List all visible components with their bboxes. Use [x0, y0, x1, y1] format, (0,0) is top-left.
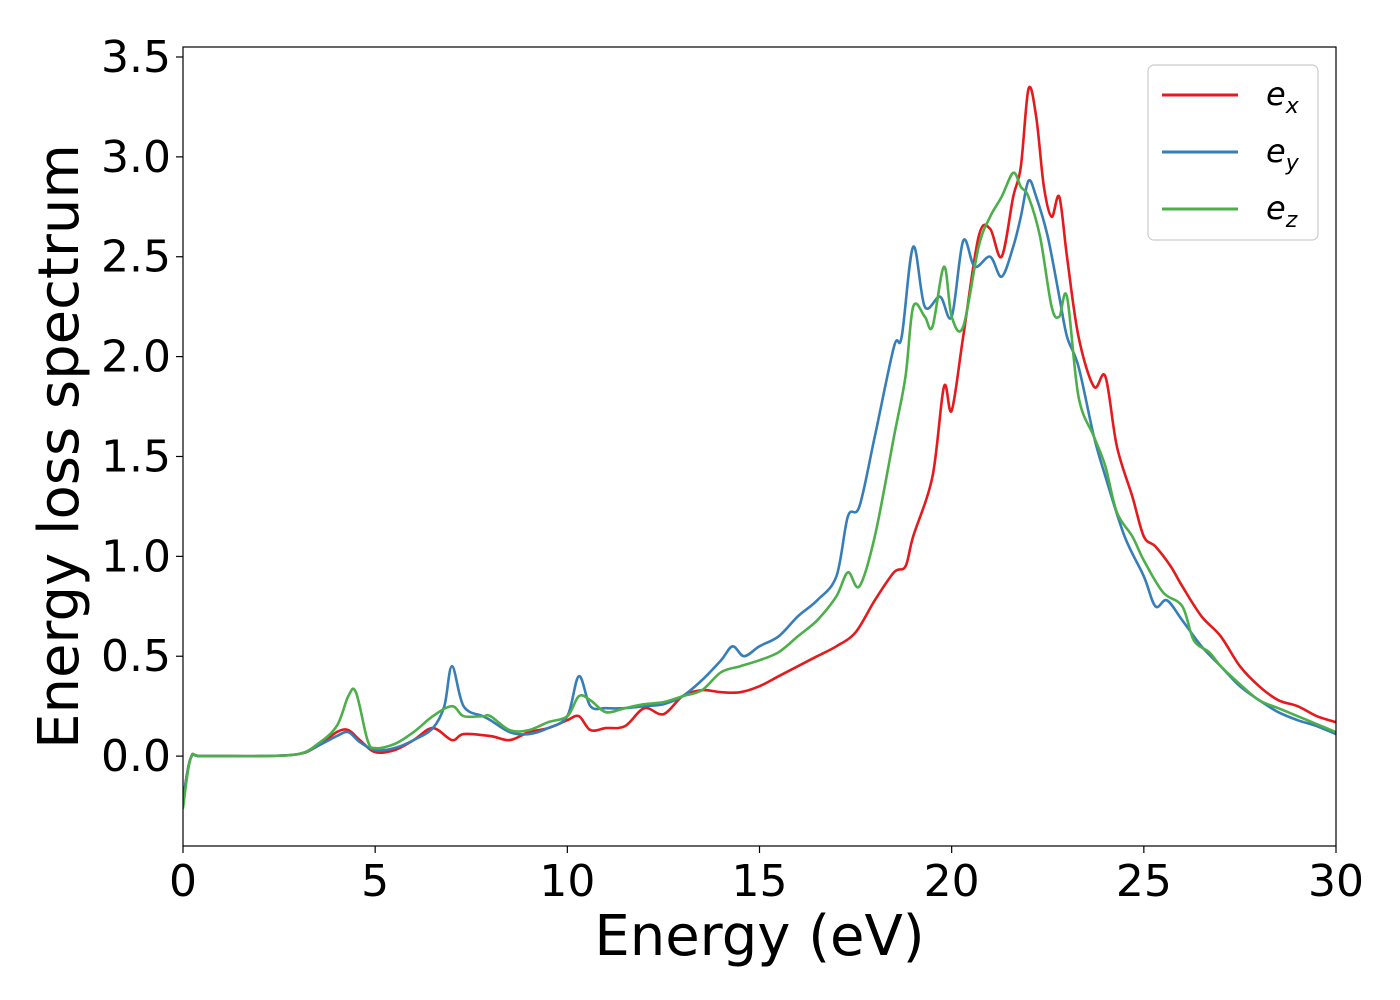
y-tick-label: 0.0: [101, 731, 171, 782]
legend-label: ex: [1266, 75, 1300, 119]
x-tick-label: 0: [169, 856, 197, 907]
legend-label: ez: [1266, 189, 1298, 233]
series-layer: [183, 85, 1336, 810]
x-tick-label: 30: [1308, 856, 1364, 907]
y-tick-label: 0.5: [101, 631, 171, 682]
series-line-e-z: [183, 171, 1336, 810]
x-tick-label: 20: [924, 856, 980, 907]
x-tick-label: 25: [1116, 856, 1172, 907]
y-axis: 0.0 0.5 1.0 1.5 2.0 2.5 3.0 3.5: [101, 32, 183, 782]
y-tick-label: 1.5: [101, 431, 171, 482]
series-line-e-y: [183, 178, 1336, 802]
y-tick-label: 3.0: [101, 132, 171, 183]
y-tick-label: 2.5: [101, 232, 171, 283]
y-axis-title: Energy loss spectrum: [27, 144, 92, 749]
x-tick-label: 5: [361, 856, 389, 907]
x-tick-label: 10: [539, 856, 595, 907]
y-tick-label: 1.0: [101, 531, 171, 582]
legend-label: ey: [1266, 132, 1300, 176]
legend: ex ey ez: [1147, 64, 1319, 241]
y-tick-label: 2.0: [101, 332, 171, 383]
x-axis-title: Energy (eV): [594, 904, 924, 969]
y-tick-label: 3.5: [101, 32, 171, 83]
x-axis: 0 5 10 15 20 25 30: [169, 846, 1364, 907]
x-tick-label: 15: [732, 856, 788, 907]
